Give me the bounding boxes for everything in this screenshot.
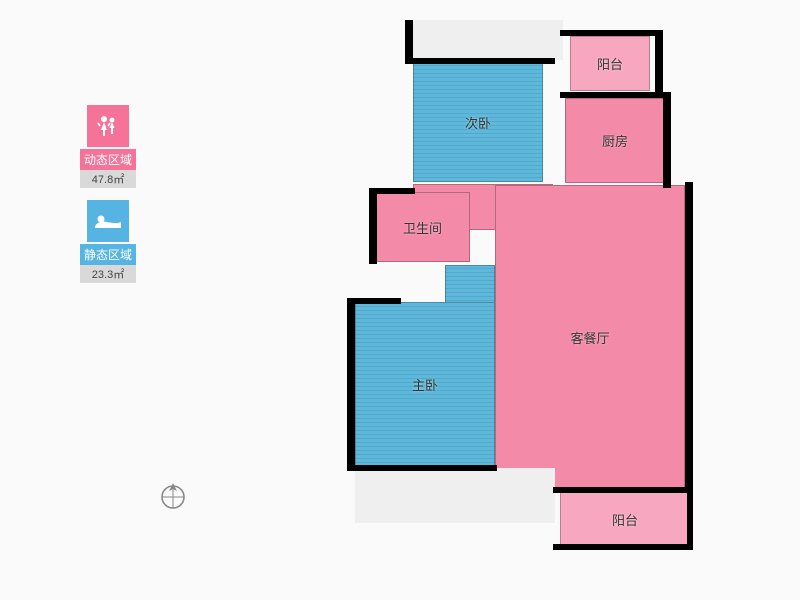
room-balcony_bottom: 阳台	[560, 492, 690, 547]
wall-8	[347, 298, 355, 470]
legend-dynamic: 动态区域 47.8㎡	[80, 105, 136, 188]
room-label-balcony_top: 阳台	[597, 54, 623, 73]
legend-static-value: 23.3㎡	[80, 265, 136, 283]
floorplan-canvas: 动态区域 47.8㎡ 静态区域 23.3㎡ 阳台次卧厨房卫生间客餐厅主卧阳台	[0, 0, 800, 600]
wall-14	[347, 465, 497, 471]
wall-9	[347, 298, 401, 304]
room-balcony_bottom_floor	[355, 468, 555, 523]
people-icon	[87, 105, 129, 147]
room-label-living: 客餐厅	[570, 328, 609, 347]
room-balcony_top: 阳台	[570, 36, 650, 91]
floorplan: 阳台次卧厨房卫生间客餐厅主卧阳台	[355, 20, 735, 580]
legend-dynamic-value: 47.8㎡	[80, 170, 136, 188]
wall-3	[560, 30, 660, 36]
wall-11	[553, 487, 693, 493]
room-label-bathroom: 卫生间	[403, 218, 442, 237]
legend-dynamic-label: 动态区域	[80, 149, 136, 170]
wall-5	[663, 92, 671, 188]
wall-2	[655, 30, 663, 94]
room-secondary_bedroom: 次卧	[413, 62, 543, 182]
room-label-master_bedroom: 主卧	[412, 375, 438, 394]
wall-12	[553, 544, 693, 550]
room-label-kitchen: 厨房	[602, 131, 628, 150]
room-living: 客餐厅	[495, 185, 685, 490]
wall-6	[369, 188, 377, 264]
room-label-secondary_bedroom: 次卧	[465, 113, 491, 132]
wall-4	[560, 92, 670, 98]
room-label-balcony_bottom: 阳台	[612, 510, 638, 529]
legend-static-label: 静态区域	[80, 244, 136, 265]
room-balcony_top_floor	[413, 20, 563, 60]
legend-static: 静态区域 23.3㎡	[80, 200, 136, 283]
wall-10	[685, 182, 693, 492]
room-master_bedroom: 主卧	[355, 302, 495, 467]
wall-0	[405, 58, 555, 64]
wall-13	[687, 487, 693, 549]
wall-1	[405, 20, 413, 64]
room-kitchen: 厨房	[565, 98, 665, 183]
room-bathroom: 卫生间	[375, 192, 470, 262]
compass-icon	[158, 480, 188, 510]
sleep-icon	[87, 200, 129, 242]
room-master_entry	[445, 265, 495, 305]
wall-7	[369, 188, 415, 194]
